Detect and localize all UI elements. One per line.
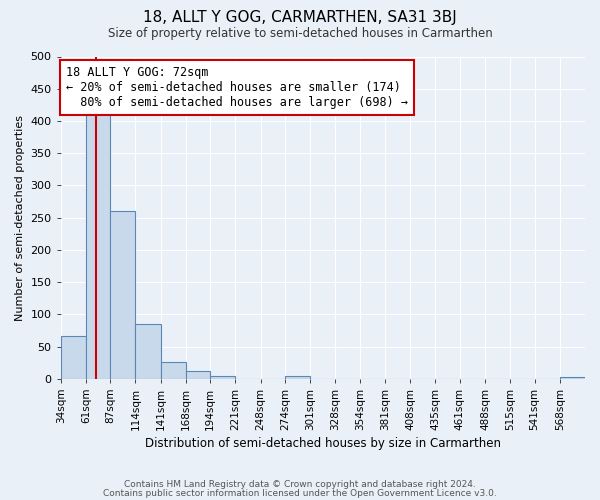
Bar xyxy=(210,376,235,379)
Bar xyxy=(186,371,210,379)
X-axis label: Distribution of semi-detached houses by size in Carmarthen: Distribution of semi-detached houses by … xyxy=(145,437,501,450)
Text: Contains public sector information licensed under the Open Government Licence v3: Contains public sector information licen… xyxy=(103,488,497,498)
Bar xyxy=(560,377,585,379)
Y-axis label: Number of semi-detached properties: Number of semi-detached properties xyxy=(15,114,25,320)
Bar xyxy=(61,336,86,379)
Text: Contains HM Land Registry data © Crown copyright and database right 2024.: Contains HM Land Registry data © Crown c… xyxy=(124,480,476,489)
Bar xyxy=(285,376,310,379)
Text: 18 ALLT Y GOG: 72sqm
← 20% of semi-detached houses are smaller (174)
  80% of se: 18 ALLT Y GOG: 72sqm ← 20% of semi-detac… xyxy=(66,66,408,109)
Text: 18, ALLT Y GOG, CARMARTHEN, SA31 3BJ: 18, ALLT Y GOG, CARMARTHEN, SA31 3BJ xyxy=(143,10,457,25)
Bar xyxy=(136,324,161,379)
Text: Size of property relative to semi-detached houses in Carmarthen: Size of property relative to semi-detach… xyxy=(107,28,493,40)
Bar xyxy=(110,210,136,379)
Bar xyxy=(86,108,110,379)
Bar xyxy=(161,362,186,379)
